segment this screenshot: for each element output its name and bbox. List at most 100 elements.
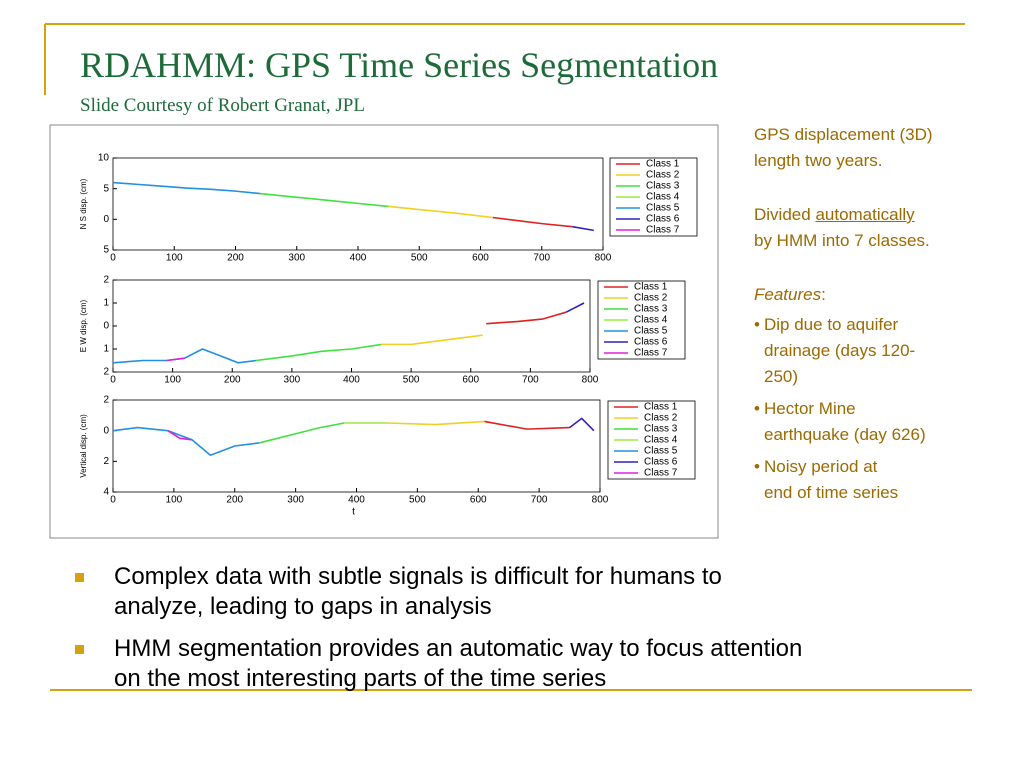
y-axis-label: Vertical disp. (cm)	[79, 414, 88, 478]
line: 250)	[764, 367, 799, 386]
legend-label: Class 1	[646, 159, 680, 170]
y-tick-label: 2	[103, 456, 109, 467]
legend-label: Class 2	[646, 170, 680, 181]
feature-list: • Dip due to aquifer drainage (days 120- 25…	[754, 312, 1014, 506]
series-line	[381, 334, 483, 346]
legend-label: Class 5	[634, 326, 668, 337]
line: end of time series	[764, 483, 899, 502]
line: analyze, leading to gaps in analysis	[114, 593, 492, 620]
x-tick-label: 700	[533, 253, 550, 264]
legend-label: Class 6	[646, 214, 680, 225]
legend-label: Class 5	[646, 203, 680, 214]
y-tick-label: 0	[103, 321, 109, 332]
series-line	[569, 417, 595, 432]
series-line	[484, 420, 570, 430]
legend-label: Class 4	[644, 435, 678, 446]
line: HMM segmentation provides an automatic w…	[114, 635, 803, 662]
text: Divided	[754, 205, 811, 224]
x-tick-label: 600	[470, 495, 487, 506]
y-tick-label: 10	[98, 153, 110, 164]
legend-label: Class 7	[644, 468, 678, 479]
x-tick-label: 0	[110, 375, 116, 386]
y-tick-label: 5	[103, 183, 109, 194]
series-line	[258, 422, 345, 444]
y-tick-label: 2	[103, 275, 109, 286]
line: earthquake (day 626)	[764, 425, 926, 444]
x-tick-label: 200	[226, 495, 243, 506]
y-tick-label: 0	[103, 425, 109, 436]
x-tick-label: 0	[110, 495, 116, 506]
series-line	[259, 192, 389, 208]
legend-label: Class 2	[634, 293, 668, 304]
bullet-marker: •	[754, 399, 760, 418]
series-line	[112, 348, 257, 364]
x-tick-label: 400	[348, 495, 365, 506]
series-line	[572, 225, 594, 232]
x-tick-label: 600	[472, 253, 489, 264]
x-tick-label: 500	[409, 495, 426, 506]
line: drainage (days 120-	[764, 341, 916, 360]
y-axis-label: E W disp. (cm)	[79, 299, 88, 352]
bullet-text: Complex data with subtle signals is diff…	[114, 562, 722, 622]
legend-label: Class 5	[644, 446, 678, 457]
x-tick-label: 200	[224, 375, 241, 386]
legend-label: Class 3	[634, 304, 668, 315]
x-tick-label: 300	[287, 495, 304, 506]
feature-bullet: • Hector Mine earthquake (day 626)	[754, 396, 1014, 448]
x-tick-label: 500	[411, 253, 428, 264]
line: by HMM into 7 classes.	[754, 231, 930, 250]
y-tick-label: 5	[103, 245, 109, 256]
series-line	[486, 311, 567, 325]
legend-label: Class 7	[634, 348, 668, 359]
legend-label: Class 2	[644, 413, 678, 424]
y-tick-label: 2	[103, 395, 109, 406]
colon: :	[821, 285, 826, 304]
y-tick-label: 1	[103, 344, 109, 355]
x-tick-label: 0	[110, 253, 116, 264]
line: GPS displacement (3D)	[754, 125, 933, 144]
x-tick-label: 300	[288, 253, 305, 264]
y-tick-label: 4	[103, 487, 109, 498]
series-line	[492, 216, 573, 228]
x-tick-label: 100	[166, 495, 183, 506]
series-line	[167, 429, 193, 441]
series-line	[388, 205, 493, 219]
legend-label: Class 4	[646, 192, 680, 203]
x-tick-label: 100	[166, 253, 183, 264]
x-tick-label: 800	[595, 253, 612, 264]
y-tick-label: 1	[103, 298, 109, 309]
line: Hector Mine	[764, 399, 856, 418]
label: Features	[754, 285, 822, 304]
legend-label: Class 1	[634, 282, 668, 293]
legend-label: Class 1	[644, 402, 678, 413]
bullet-text: Hector Mine earthquake (day 626)	[764, 396, 926, 448]
x-tick-label: 100	[164, 375, 181, 386]
x-tick-label: 800	[582, 375, 599, 386]
legend-label: Class 6	[634, 337, 668, 348]
x-tick-label: 400	[350, 253, 367, 264]
series-line	[112, 181, 261, 195]
x-tick-label: 800	[592, 495, 609, 506]
subtitle: Slide Courtesy of Robert Granat, JPL	[80, 95, 365, 116]
bullet-text: HMM segmentation provides an automatic w…	[114, 634, 802, 694]
x-tick-label: 400	[343, 375, 360, 386]
emphasis: automatically	[815, 205, 915, 224]
x-tick-label: 700	[522, 375, 539, 386]
note: Divided automatically by HMM into 7 class…	[754, 202, 1014, 254]
x-tick-label: 700	[531, 495, 548, 506]
bullet-text: Dip due to aquifer drainage (days 120- 250…	[764, 312, 915, 390]
legend-label: Class 6	[644, 457, 678, 468]
line: Noisy period at	[764, 457, 878, 476]
x-axis-label: t	[352, 507, 355, 518]
line: Dip due to aquifer	[764, 315, 899, 334]
x-tick-label: 300	[284, 375, 301, 386]
note: GPS displacement (3D) length two years.	[754, 122, 1014, 174]
legend-label: Class 7	[646, 225, 680, 236]
bullets: Complex data with subtle signals is diff…	[70, 562, 990, 706]
line: Complex data with subtle signals is diff…	[114, 563, 722, 590]
feature-bullet: • Noisy period at end of time series	[754, 454, 1014, 506]
legend-label: Class 3	[644, 424, 678, 435]
y-tick-label: 2	[103, 367, 109, 378]
bullet: Complex data with subtle signals is diff…	[70, 562, 990, 622]
